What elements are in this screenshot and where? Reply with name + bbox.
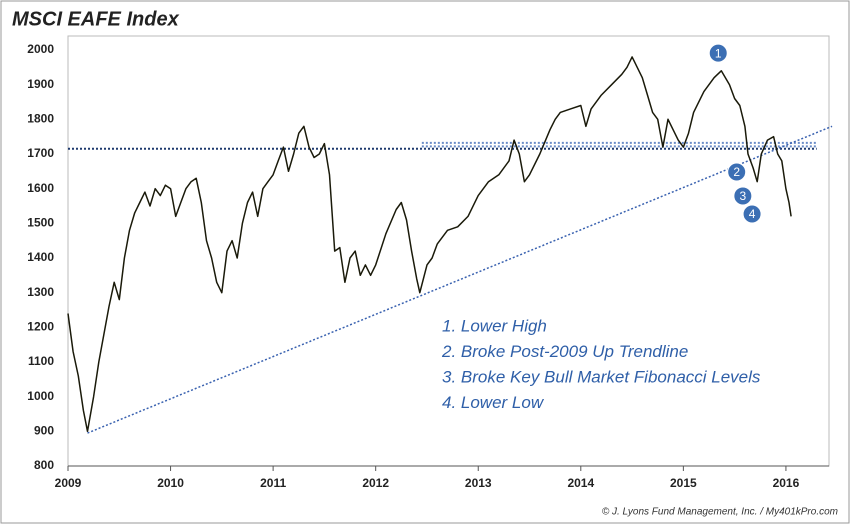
y-tick-label: 1200 bbox=[27, 320, 54, 334]
y-tick-label: 1400 bbox=[27, 250, 54, 264]
y-tick-label: 1300 bbox=[27, 285, 54, 299]
marker-label: 4 bbox=[749, 207, 756, 221]
marker bbox=[733, 186, 753, 206]
note: 3. Broke Key Bull Market Fibonacci Level… bbox=[442, 367, 761, 386]
x-tick-label: 2012 bbox=[362, 476, 389, 490]
marker-label: 2 bbox=[733, 165, 740, 179]
credit: © J. Lyons Fund Management, Inc. / My401… bbox=[602, 507, 838, 518]
note: 4. Lower Low bbox=[442, 393, 545, 412]
y-tick-label: 2000 bbox=[27, 42, 54, 56]
y-tick-label: 1600 bbox=[27, 181, 54, 195]
x-tick-label: 2011 bbox=[260, 476, 286, 490]
x-tick-label: 2015 bbox=[670, 476, 697, 490]
y-tick-label: 900 bbox=[34, 424, 54, 438]
price-line bbox=[67, 56, 792, 433]
x-tick-label: 2016 bbox=[773, 476, 800, 490]
y-tick-label: 1700 bbox=[27, 146, 54, 160]
marker bbox=[727, 162, 747, 182]
y-tick-label: 1500 bbox=[27, 216, 54, 230]
x-tick-label: 2010 bbox=[157, 476, 184, 490]
marker bbox=[742, 204, 762, 224]
marker-label: 1 bbox=[715, 46, 722, 60]
marker bbox=[708, 43, 728, 63]
x-tick-label: 2014 bbox=[567, 476, 594, 490]
note: 2. Broke Post-2009 Up Trendline bbox=[441, 342, 688, 361]
x-tick-label: 2013 bbox=[465, 476, 492, 490]
y-tick-label: 1800 bbox=[27, 112, 54, 126]
y-tick-label: 1900 bbox=[27, 77, 54, 91]
x-tick-label: 2009 bbox=[55, 476, 82, 490]
y-tick-label: 800 bbox=[34, 458, 54, 472]
y-tick-label: 1100 bbox=[28, 354, 54, 368]
marker-label: 3 bbox=[740, 189, 747, 203]
chart-title: MSCI EAFE Index bbox=[12, 8, 180, 30]
y-tick-label: 1000 bbox=[27, 389, 54, 403]
note: 1. Lower High bbox=[442, 316, 547, 335]
